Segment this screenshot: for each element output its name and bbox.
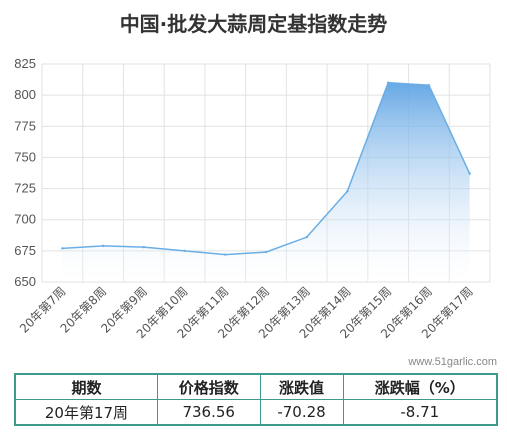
data-point (427, 83, 431, 87)
data-point (264, 250, 268, 254)
y-tick-label: 825 (14, 56, 36, 71)
summary-header-row: 期数 价格指数 涨跌值 涨跌幅（%） (14, 373, 498, 400)
data-point (101, 244, 105, 248)
y-tick-label: 650 (14, 274, 36, 289)
header-price-index: 价格指数 (156, 373, 261, 400)
chart-title: 中国·批发大蒜周定基指数走势 (119, 12, 388, 36)
y-tick-label: 750 (14, 149, 36, 164)
header-change-value: 涨跌值 (259, 373, 344, 400)
cell-price-index: 736.56 (156, 399, 261, 426)
y-tick-label: 725 (14, 181, 36, 196)
summary-table: 期数 价格指数 涨跌值 涨跌幅（%） 20年第17周 736.56 -70.28… (14, 373, 498, 426)
y-tick-label: 700 (14, 212, 36, 227)
chart-area: 65067570072575077580082520年第7周20年第8周20年第… (14, 56, 491, 341)
watermark: www.51garlic.com (408, 356, 497, 368)
data-point (346, 189, 349, 193)
y-tick-label: 775 (14, 118, 36, 133)
y-tick-label: 800 (14, 87, 36, 102)
data-point (468, 172, 471, 175)
data-point (142, 245, 146, 249)
data-point (386, 81, 390, 84)
data-point (224, 253, 227, 256)
cell-change-percent: -8.71 (342, 399, 498, 426)
header-change-percent: 涨跌幅（%） (342, 373, 498, 400)
table-row: 20年第17周 736.56 -70.28 -8.71 (14, 399, 498, 426)
data-point (305, 235, 308, 239)
y-tick-label: 675 (14, 243, 36, 258)
header-period: 期数 (14, 373, 158, 400)
cell-change-value: -70.28 (259, 399, 344, 426)
data-point (183, 249, 186, 253)
cell-period: 20年第17周 (14, 399, 158, 426)
area-fill (62, 82, 470, 282)
data-point (61, 247, 64, 250)
